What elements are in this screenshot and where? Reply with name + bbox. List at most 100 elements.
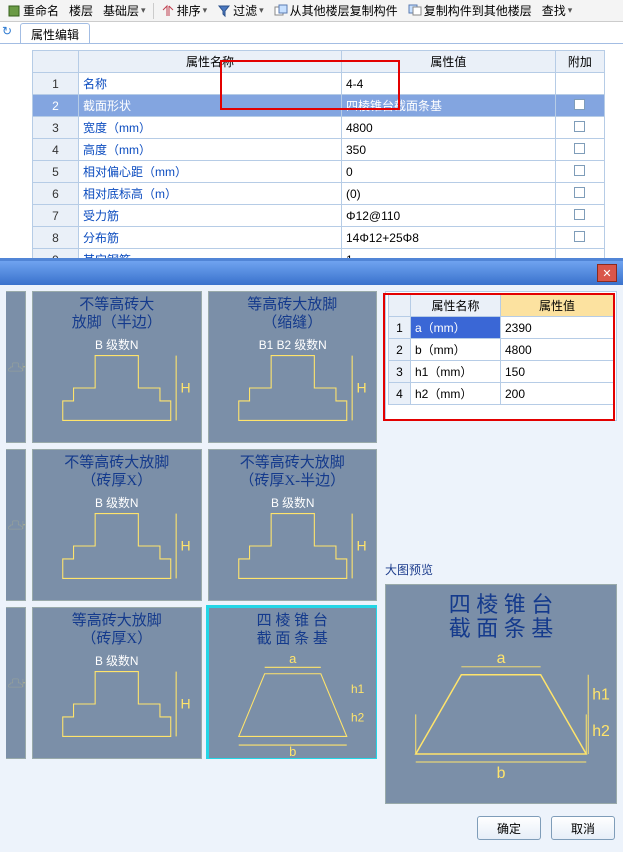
sort-button[interactable]: 排序 ▾ (158, 2, 211, 19)
tile-label: 四 棱 锥 台截 面 条 基 (209, 608, 377, 650)
row-attach[interactable] (555, 95, 604, 117)
svg-text:H: H (24, 525, 25, 527)
shape-tile[interactable]: H (6, 449, 26, 601)
tile-label: 不等高砖大放脚（半边） (33, 292, 201, 334)
search-button[interactable]: 查找 ▾ (539, 2, 576, 19)
row-value[interactable]: 200 (501, 383, 614, 405)
svg-text:a: a (289, 651, 297, 666)
svg-text:H: H (24, 683, 25, 685)
row-value[interactable]: 2390 (501, 317, 614, 339)
dim-b: b (497, 765, 506, 782)
row-attach[interactable] (555, 117, 604, 139)
param-header-value: 属性值 (501, 295, 614, 317)
right-panel: 属性名称 属性值 1a（mm）23902b（mm）48003h1（mm）1504… (385, 291, 617, 846)
shape-tile[interactable]: 等高砖大放脚（砖厚X） B 级数N H (32, 607, 202, 759)
table-row[interactable]: 2截面形状四棱锥台截面条基 (33, 95, 605, 117)
row-value[interactable]: 0 (342, 161, 556, 183)
row-name: 高度（mm） (79, 139, 342, 161)
row-attach[interactable] (555, 227, 604, 249)
table-row[interactable]: 1a（mm）2390 (389, 317, 614, 339)
cancel-label: 取消 (571, 820, 595, 837)
table-row[interactable]: 2b（mm）4800 (389, 339, 614, 361)
copyfrom-button[interactable]: 从其他楼层复制构件 (271, 2, 401, 19)
row-idx: 3 (389, 361, 411, 383)
close-button[interactable]: ✕ (597, 264, 617, 282)
tile-label: 不等高砖大放脚（砖厚X-半边） (209, 450, 377, 492)
shape-tile[interactable]: H (6, 607, 26, 759)
row-value[interactable]: 4800 (342, 117, 556, 139)
table-row[interactable]: 1名称4-4 (33, 73, 605, 95)
preview-line2: 截 面 条 基 (386, 617, 616, 641)
copy-to-icon (408, 4, 422, 18)
filter-button[interactable]: 过滤 ▾ (214, 2, 267, 19)
row-attach[interactable] (555, 161, 604, 183)
basefloor-label: 基础层 (103, 2, 139, 19)
row-value[interactable]: 350 (342, 139, 556, 161)
row-name: 相对偏心距（mm） (79, 161, 342, 183)
svg-text:b: b (289, 744, 296, 758)
row-idx: 4 (33, 139, 79, 161)
row-attach[interactable] (555, 139, 604, 161)
header-attach: 附加 (555, 51, 604, 73)
shape-tile[interactable]: 四 棱 锥 台截 面 条 基 a h1 h2 b (208, 607, 378, 759)
table-row[interactable]: 5相对偏心距（mm）0 (33, 161, 605, 183)
row-idx: 3 (33, 117, 79, 139)
rename-button[interactable]: 重命名 (4, 2, 62, 19)
row-attach[interactable] (555, 73, 604, 95)
shape-tile[interactable]: 不等高砖大放脚（砖厚X-半边） B 级数N H (208, 449, 378, 601)
row-value[interactable]: 150 (501, 361, 614, 383)
refresh-icon[interactable]: ↻ (2, 24, 12, 38)
top-toolbar: 重命名 楼层 基础层 ▾ 排序 ▾ 过滤 ▾ 从其他楼层复制构件 复制构件到其他… (0, 0, 623, 22)
table-row[interactable]: 6相对底标高（m）(0) (33, 183, 605, 205)
shape-tile[interactable]: H (6, 291, 26, 443)
shape-tile[interactable]: 不等高砖大放脚（半边） B 级数N H (32, 291, 202, 443)
table-row[interactable]: 4高度（mm）350 (33, 139, 605, 161)
row-idx: 5 (33, 161, 79, 183)
row-name: b（mm） (411, 339, 501, 361)
filter-icon (217, 4, 231, 18)
row-attach[interactable] (555, 205, 604, 227)
table-row[interactable]: 8分布筋14Φ12+25Φ8 (33, 227, 605, 249)
tile-label: 等高砖大放脚（砖厚X） (33, 608, 201, 650)
sort-icon (161, 4, 175, 18)
row-idx: 6 (33, 183, 79, 205)
svg-text:H: H (24, 367, 25, 369)
property-table-wrap: 属性名称 属性值 附加 1名称4-42截面形状四棱锥台截面条基3宽度（mm）48… (0, 44, 623, 277)
row-name: 受力筋 (79, 205, 342, 227)
property-table: 属性名称 属性值 附加 1名称4-42截面形状四棱锥台截面条基3宽度（mm）48… (32, 50, 605, 271)
header-name: 属性名称 (79, 51, 342, 73)
dim-a: a (497, 650, 506, 667)
row-attach[interactable] (555, 183, 604, 205)
tab-property-edit[interactable]: 属性编辑 (20, 23, 90, 43)
copyto-label: 复制构件到其他楼层 (424, 2, 532, 19)
table-row[interactable]: 4h2（mm）200 (389, 383, 614, 405)
cancel-button[interactable]: 取消 (551, 816, 615, 840)
table-row[interactable]: 3h1（mm）150 (389, 361, 614, 383)
row-value[interactable]: (0) (342, 183, 556, 205)
param-table: 属性名称 属性值 1a（mm）23902b（mm）48003h1（mm）1504… (388, 294, 614, 405)
shape-tile[interactable]: 不等高砖大放脚（砖厚X） B 级数N H (32, 449, 202, 601)
ok-button[interactable]: 确定 (477, 816, 541, 840)
table-row[interactable]: 7受力筋Φ12@110 (33, 205, 605, 227)
row-value[interactable]: 14Φ12+25Φ8 (342, 227, 556, 249)
row-name: 截面形状 (79, 95, 342, 117)
shape-dialog: ✕ H 不等高砖大放脚（半边） B 级数N H 等高砖大放脚（缩缝） B1 B2… (0, 258, 623, 852)
row-name: 宽度（mm） (79, 117, 342, 139)
dim-h1: h1 (592, 687, 610, 704)
basefloor-select[interactable]: 基础层 ▾ (100, 2, 149, 19)
shape-tile[interactable]: 等高砖大放脚（缩缝） B1 B2 级数N H (208, 291, 378, 443)
svg-text:h2: h2 (351, 710, 364, 724)
row-name: 相对底标高（m） (79, 183, 342, 205)
row-value[interactable]: 四棱锥台截面条基 (342, 95, 556, 117)
row-value[interactable]: 4800 (501, 339, 614, 361)
copyfrom-label: 从其他楼层复制构件 (290, 2, 398, 19)
chevron-down-icon: ▾ (203, 5, 208, 16)
param-table-wrap: 属性名称 属性值 1a（mm）23902b（mm）48003h1（mm）1504… (385, 291, 617, 421)
preview-label: 大图预览 (385, 561, 617, 578)
row-value[interactable]: Φ12@110 (342, 205, 556, 227)
table-row[interactable]: 3宽度（mm）4800 (33, 117, 605, 139)
row-value[interactable]: 4-4 (342, 73, 556, 95)
preview-line1: 四 棱 锥 台 (386, 593, 616, 617)
floor-label-item[interactable]: 楼层 (66, 2, 96, 19)
copyto-button[interactable]: 复制构件到其他楼层 (405, 2, 535, 19)
